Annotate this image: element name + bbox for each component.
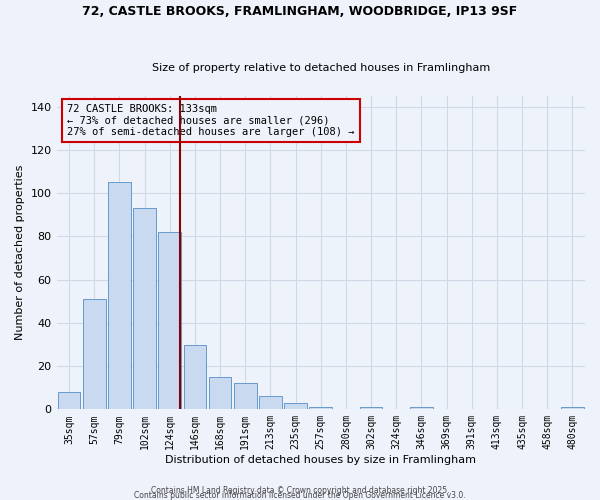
Bar (561, 407, 584, 410)
Text: Contains HM Land Registry data © Crown copyright and database right 2025.: Contains HM Land Registry data © Crown c… (151, 486, 449, 495)
Bar (83, 299, 106, 410)
Bar (58, 392, 80, 409)
Bar (259, 396, 282, 409)
Bar (234, 384, 257, 409)
Text: 72, CASTLE BROOKS, FRAMLINGHAM, WOODBRIDGE, IP13 9SF: 72, CASTLE BROOKS, FRAMLINGHAM, WOODBRID… (82, 5, 518, 18)
Text: 72 CASTLE BROOKS: 133sqm
← 73% of detached houses are smaller (296)
27% of semi-: 72 CASTLE BROOKS: 133sqm ← 73% of detach… (67, 104, 355, 137)
Bar (284, 403, 307, 409)
Bar (108, 182, 131, 410)
Bar (209, 377, 232, 410)
Bar (360, 407, 382, 410)
Title: Size of property relative to detached houses in Framlingham: Size of property relative to detached ho… (152, 63, 490, 73)
Text: Contains public sector information licensed under the Open Government Licence v3: Contains public sector information licen… (134, 491, 466, 500)
Bar (410, 407, 433, 410)
Bar (158, 232, 181, 410)
Bar (184, 344, 206, 410)
Bar (310, 407, 332, 410)
X-axis label: Distribution of detached houses by size in Framlingham: Distribution of detached houses by size … (165, 455, 476, 465)
Y-axis label: Number of detached properties: Number of detached properties (15, 165, 25, 340)
Bar (133, 208, 156, 410)
